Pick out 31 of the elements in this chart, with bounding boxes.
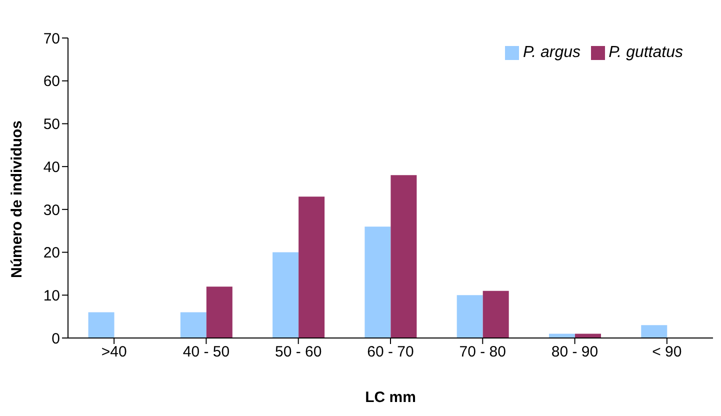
x-tick-label: 40 - 50 (182, 344, 230, 361)
y-tick-label: 10 (43, 287, 60, 304)
y-tick-label: 70 (43, 30, 60, 48)
y-tick-label: 0 (52, 330, 60, 348)
y-tick-label: 30 (43, 202, 60, 219)
x-tick-label: 50 - 60 (275, 344, 322, 361)
bar (390, 175, 417, 338)
bar (180, 312, 206, 338)
bar (272, 252, 299, 338)
x-tick-label: >40 (101, 344, 127, 361)
y-axis-title: Número de individuos (8, 120, 26, 278)
legend-label: P. argus (523, 44, 581, 61)
bar (298, 196, 325, 338)
bar (456, 295, 483, 338)
bar (641, 325, 668, 338)
y-tick-label: 60 (43, 73, 60, 90)
legend-label: P. guttatus (608, 44, 683, 61)
bar (574, 334, 601, 338)
y-tick-label: 40 (43, 158, 60, 176)
x-tick-label: < 90 (652, 344, 682, 361)
bar (88, 312, 114, 338)
x-tick-label: 80 - 90 (551, 344, 598, 361)
x-tick-label: 70 - 80 (459, 344, 506, 361)
x-tick-label: 60 - 70 (367, 344, 414, 361)
bar (364, 226, 391, 338)
x-axis-title: LC mm (365, 389, 416, 406)
bar (482, 290, 509, 338)
bar (206, 286, 232, 338)
bar (548, 334, 575, 338)
y-tick-label: 50 (43, 116, 60, 134)
y-tick-label: 20 (43, 244, 60, 262)
